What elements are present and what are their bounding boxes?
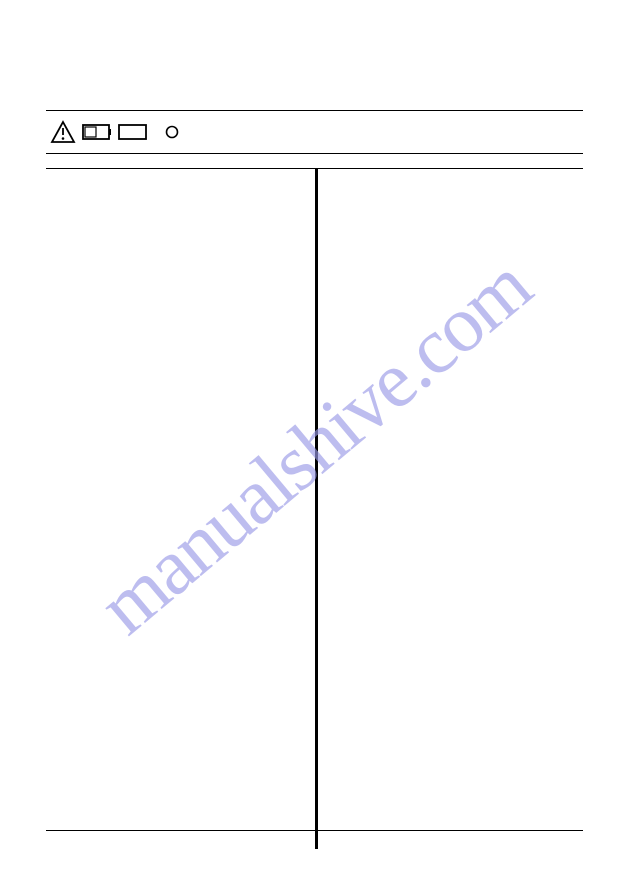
battery-icon bbox=[82, 122, 112, 142]
circle-icon bbox=[164, 124, 180, 140]
rectangle-icon bbox=[118, 122, 148, 142]
center-divider bbox=[315, 169, 318, 849]
warning-triangle-icon bbox=[50, 120, 76, 144]
content-area bbox=[46, 169, 583, 849]
footer-rule bbox=[46, 830, 583, 831]
page-content bbox=[46, 110, 583, 849]
icon-row bbox=[46, 111, 583, 153]
